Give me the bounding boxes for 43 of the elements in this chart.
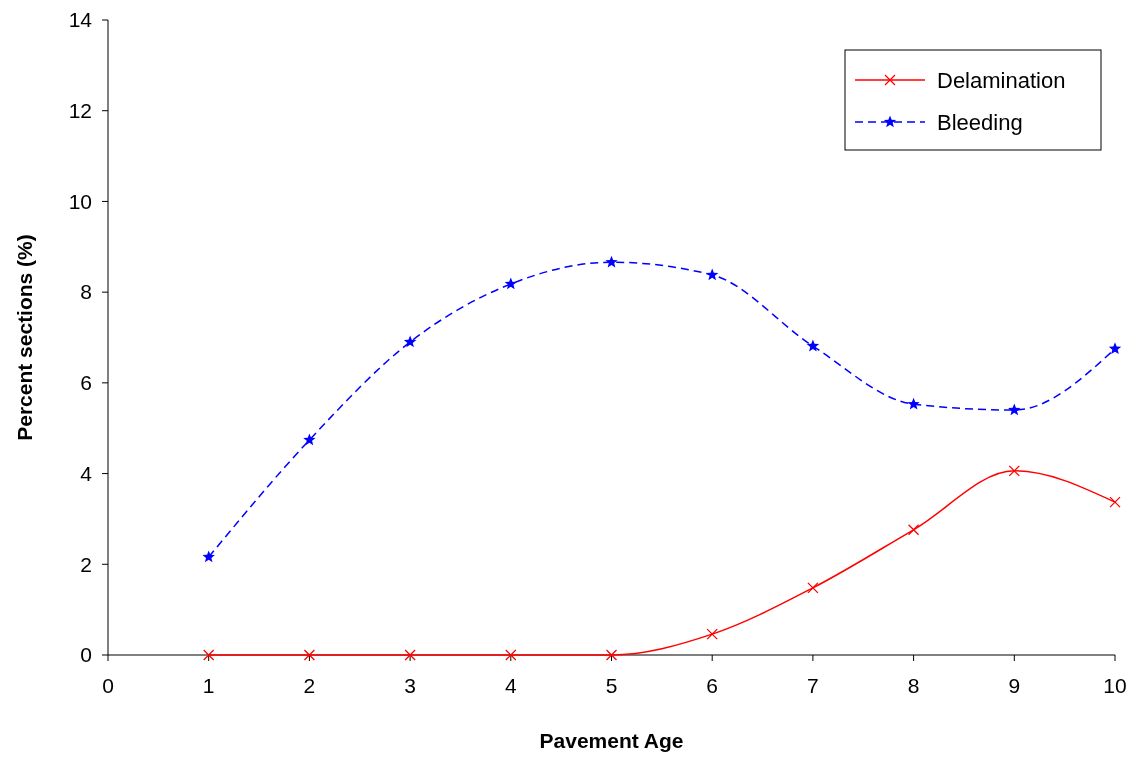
y-tick-label: 8 — [80, 280, 92, 304]
legend-label: Bleeding — [937, 109, 1023, 135]
x-tick-label: 5 — [605, 674, 618, 697]
x-tick-label: 1 — [202, 674, 215, 697]
x-tick-label: 7 — [807, 674, 819, 697]
point — [807, 582, 819, 594]
y-tick-label: 14 — [68, 8, 93, 32]
point — [404, 649, 416, 661]
point — [907, 397, 920, 410]
point — [1109, 496, 1121, 508]
y-tick-label: 0 — [80, 643, 92, 667]
point — [202, 550, 215, 563]
y-axis-title: Percent sections (%) — [13, 234, 36, 441]
x-tick-label: 10 — [1103, 674, 1127, 697]
point — [504, 277, 517, 290]
x-tick-label: 8 — [907, 674, 920, 697]
x-tick-label: 9 — [1008, 674, 1021, 697]
point — [605, 255, 618, 268]
point — [806, 339, 820, 352]
point — [706, 628, 718, 640]
x-tick-label: 0 — [102, 674, 114, 697]
x-tick-label: 6 — [706, 674, 719, 697]
point — [605, 649, 618, 661]
point — [706, 268, 719, 281]
y-tick-label: 10 — [68, 189, 92, 213]
x-axis-title: Pavement Age — [539, 729, 684, 752]
point — [1108, 342, 1122, 355]
legend-label: Delamination — [937, 67, 1066, 93]
x-tick-label: 3 — [404, 674, 416, 697]
point — [1008, 403, 1021, 416]
point — [907, 524, 920, 536]
y-tick-label: 4 — [80, 461, 93, 485]
x-tick-label: 2 — [303, 674, 316, 697]
point — [1008, 465, 1020, 477]
y-tick-label: 2 — [80, 552, 92, 576]
point — [303, 649, 316, 661]
point — [303, 433, 316, 446]
y-tick-label: 12 — [68, 99, 92, 123]
point — [403, 335, 417, 348]
point — [203, 649, 215, 661]
y-tick-label: 6 — [80, 371, 92, 395]
point — [505, 649, 517, 661]
x-tick-label: 4 — [504, 674, 517, 697]
